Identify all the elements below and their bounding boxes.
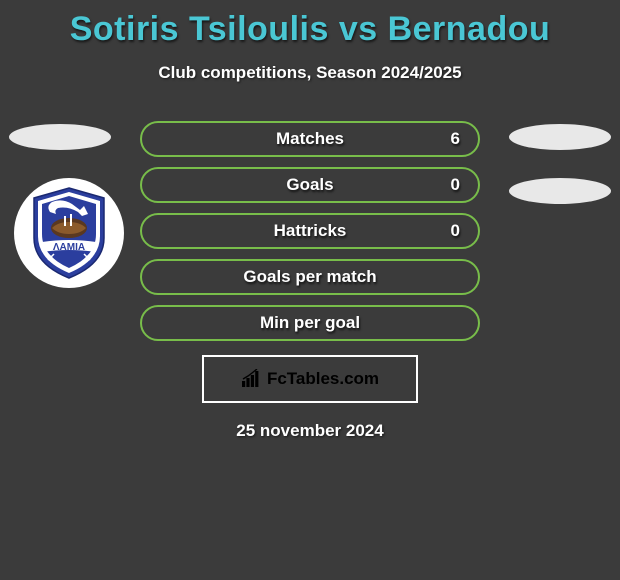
stat-row-min-per-goal: Min per goal — [140, 305, 480, 341]
stat-row-goals-per-match: Goals per match — [140, 259, 480, 295]
footer-date: 25 november 2024 — [0, 421, 620, 441]
player-left-placeholder — [9, 124, 111, 150]
stat-label: Hattricks — [274, 221, 347, 241]
bar-chart-icon — [241, 369, 263, 389]
stat-value: 0 — [451, 221, 460, 241]
stat-label: Min per goal — [260, 313, 360, 333]
stat-label: Goals per match — [243, 267, 376, 287]
stat-row-goals: Goals 0 — [140, 167, 480, 203]
brand-suffix: Tables.com — [287, 369, 379, 388]
lamia-crest-icon: ΛΑΜΙΑ — [28, 186, 110, 280]
brand-text: FcTables.com — [267, 369, 379, 389]
player-right-placeholder-1 — [509, 124, 611, 150]
stat-label: Matches — [276, 129, 344, 149]
svg-text:ΛΑΜΙΑ: ΛΑΜΙΑ — [53, 242, 85, 253]
stat-row-matches: Matches 6 — [140, 121, 480, 157]
stat-row-hattricks: Hattricks 0 — [140, 213, 480, 249]
brand-box[interactable]: FcTables.com — [202, 355, 418, 403]
player-right-placeholder-2 — [509, 178, 611, 204]
club-badge: ΛΑΜΙΑ — [14, 178, 124, 288]
stat-value: 0 — [451, 175, 460, 195]
page-title: Sotiris Tsiloulis vs Bernadou — [0, 0, 620, 49]
brand-prefix: Fc — [267, 369, 287, 388]
stat-value: 6 — [451, 129, 460, 149]
stat-label: Goals — [286, 175, 333, 195]
page-subtitle: Club competitions, Season 2024/2025 — [0, 63, 620, 83]
